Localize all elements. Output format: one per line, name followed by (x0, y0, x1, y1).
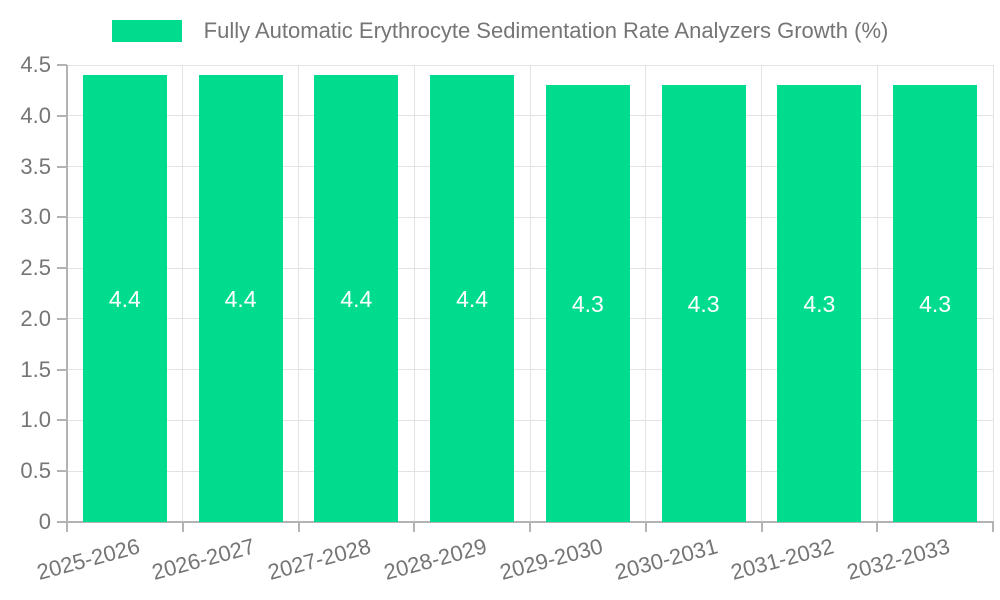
x-gridline (413, 65, 415, 522)
bar (430, 75, 515, 522)
bar (198, 75, 283, 522)
x-axis-line (66, 521, 994, 523)
x-gridline (182, 65, 184, 522)
bar-value-label: 4.4 (108, 285, 141, 312)
bar (82, 75, 167, 522)
x-tick (297, 522, 300, 532)
bar-value-label: 4.4 (224, 285, 257, 312)
y-tick-label: 1.5 (20, 356, 51, 382)
x-tick-label: 2027-2028 (265, 533, 374, 585)
x-tick (992, 522, 994, 532)
x-gridline (298, 65, 299, 522)
x-tick-label: 2029-2030 (496, 533, 605, 585)
x-tick (644, 522, 647, 532)
bar (661, 85, 746, 522)
legend-label: Fully Automatic Erythrocyte Sedimentatio… (203, 18, 889, 43)
x-tick-label: 2028-2029 (381, 533, 490, 585)
bar-value-label: 4.3 (687, 290, 720, 317)
x-tick-label: 2025-2026 (33, 533, 142, 585)
x-tick (760, 522, 763, 532)
x-gridline (876, 65, 878, 522)
x-gridline (529, 65, 531, 522)
y-tick (57, 165, 67, 168)
y-tick (57, 470, 67, 473)
y-tick-label: 1.0 (20, 407, 51, 433)
legend-swatch (111, 20, 182, 42)
y-tick (57, 64, 67, 66)
legend: Fully Automatic Erythrocyte Sedimentatio… (0, 10, 1000, 52)
bar-value-label: 4.4 (340, 285, 373, 312)
bar-value-label: 4.3 (919, 290, 952, 317)
x-gridline (761, 65, 762, 522)
bar (545, 85, 630, 522)
y-tick (57, 419, 67, 422)
y-tick-label: 3.0 (20, 204, 51, 230)
y-tick (57, 368, 67, 371)
x-tick-label: 2026-2027 (149, 533, 258, 585)
bar-value-label: 4.4 (456, 285, 489, 312)
y-tick-label: 2.0 (20, 305, 51, 331)
y-tick-label: 4.5 (20, 52, 51, 77)
y-axis-line (66, 65, 68, 522)
x-gridline (992, 65, 994, 522)
y-tick (57, 267, 67, 270)
y-tick (57, 521, 67, 523)
x-tick (66, 522, 68, 532)
x-tick (529, 522, 531, 532)
x-tick (876, 522, 879, 532)
x-tick-label: 2030-2031 (612, 533, 721, 585)
bar (777, 85, 862, 522)
x-tick-label: 2032-2033 (844, 533, 953, 585)
y-tick-label: 2.5 (20, 255, 51, 281)
x-tick (181, 522, 184, 532)
bar (314, 75, 399, 522)
y-tick-label: 3.5 (20, 153, 51, 179)
bar (893, 85, 978, 522)
y-tick-label: 4.0 (20, 102, 51, 128)
x-tick-label: 2031-2032 (728, 533, 837, 585)
bar-value-label: 4.3 (803, 290, 836, 317)
y-tick (57, 317, 67, 320)
x-tick (413, 522, 416, 532)
y-tick (57, 114, 67, 117)
x-gridline (645, 65, 647, 522)
bar-value-label: 4.3 (571, 290, 604, 317)
y-tick-label: 0 (38, 509, 51, 534)
y-tick (57, 216, 67, 219)
y-tick-label: 0.5 (20, 458, 51, 484)
